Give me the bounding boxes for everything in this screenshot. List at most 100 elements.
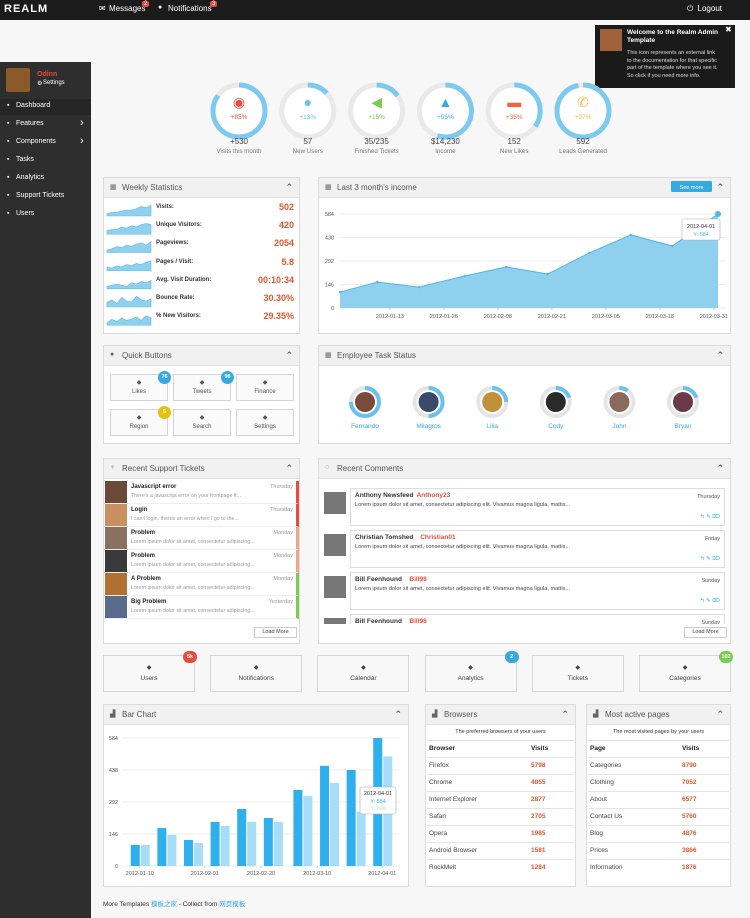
shortcut[interactable]: ◆ Users: [103, 655, 195, 692]
user-name: Odinn: [37, 71, 58, 78]
shortcut[interactable]: ◆ Categories: [639, 655, 731, 692]
popup-text: So click if you need more info.: [627, 72, 701, 79]
ring-track: [416, 82, 474, 140]
panel: ♀ Recent Support Tickets ⌃ Javascript error…: [103, 458, 300, 644]
table-cell: 2877: [531, 796, 546, 803]
panel-title: Browsers: [444, 710, 478, 719]
panel: ▦ Employee Task Status ⌃: [318, 345, 731, 444]
menu-item[interactable]: ▪ Support Tickets: [0, 189, 91, 205]
icon: ⌃: [285, 350, 293, 360]
stat-label: Bounce Rate:: [156, 295, 195, 301]
stat-value: +530: [230, 137, 249, 146]
icon: ◆: [199, 415, 205, 421]
panel-title: Last 3 month's income: [337, 183, 417, 192]
table-header: Page: [590, 745, 606, 752]
sidebar: [0, 62, 91, 918]
comment-user: Bill98: [409, 576, 427, 583]
settings-link[interactable]: Settings: [43, 80, 65, 86]
ticket[interactable]: Problem Monday Lorem ipsum dolor sit amet,…: [104, 550, 299, 573]
menu-item[interactable]: ▪ Tasks: [0, 153, 91, 169]
icon: ▪: [7, 138, 10, 145]
badge: 5: [158, 406, 171, 419]
table-cell: Categories: [590, 762, 622, 769]
quick-button[interactable]: ◆ Settings: [236, 409, 294, 436]
badge: 2: [142, 1, 150, 7]
table-row-line: [427, 774, 574, 775]
menu-label: Tasks: [16, 156, 34, 163]
ticket-day: Monday: [273, 553, 293, 559]
menu-item[interactable]: ▪ Users: [0, 207, 91, 223]
stat-label: Visits this month: [217, 148, 262, 155]
icon: ↰ ✎ ⌦: [699, 598, 720, 604]
comment-user: Christian01: [420, 534, 456, 541]
stat-percent: +97%: [575, 114, 592, 121]
icon: ›: [80, 117, 84, 129]
quick-button[interactable]: ◆ Search: [173, 409, 231, 436]
badge: 98: [221, 371, 234, 384]
popup-text: This icon represents an external link: [627, 50, 716, 56]
table-row-line: [588, 757, 729, 758]
icon: ▦: [110, 184, 117, 191]
stat-label: New Likes: [500, 148, 529, 155]
stat-icon: ✆: [577, 94, 589, 110]
footer-link[interactable]: 网页模板: [219, 901, 246, 908]
load-more-button[interactable]: Load More: [254, 627, 297, 638]
stat-label: Pageviews:: [156, 240, 189, 247]
quick-button-label: Region: [129, 424, 149, 430]
shortcut-label: Analytics: [457, 675, 484, 682]
load-more-button[interactable]: Load More: [684, 627, 727, 638]
comment-author: Christian Tomshed: [355, 534, 414, 541]
ticket-avatar: [105, 550, 127, 572]
table-row-line: [588, 842, 729, 843]
panel-title: Recent Comments: [337, 464, 404, 473]
ticket-text: Lorem ipsum dolor sit amet, consectetur …: [131, 585, 255, 591]
shortcut[interactable]: ◆ Analytics: [424, 655, 517, 692]
shortcut[interactable]: ◆ Notifications: [210, 655, 303, 692]
menu-item[interactable]: ▪ Features ›: [0, 117, 91, 133]
panel: ▟ Most active pages ⌃: [586, 704, 731, 887]
icon: ▪: [7, 120, 10, 127]
menu-item[interactable]: ▪ Dashboard: [0, 99, 91, 115]
ring-arc: [416, 82, 474, 140]
ticket[interactable]: Javascript error Thursday There's a javasc…: [104, 481, 299, 504]
logout-link[interactable]: Logout: [697, 4, 722, 13]
icon: ◆: [136, 415, 142, 421]
notifications-link[interactable]: Notifications: [168, 4, 212, 13]
icon: ◆: [136, 380, 142, 386]
ticket[interactable]: Big Problem Yesterday Lorem ipsum dolor si…: [104, 596, 299, 619]
ticket[interactable]: Problem Monday Lorem ipsum dolor sit amet,…: [104, 527, 299, 550]
menu-item[interactable]: ▪ Components ›: [0, 135, 91, 151]
ticket[interactable]: Login Thursday I can't login, theres an er…: [104, 504, 299, 527]
icon[interactable]: ✖: [725, 25, 732, 34]
shortcut[interactable]: ◆ Calendar: [317, 655, 410, 692]
badge: 76: [158, 371, 171, 384]
icon: ▪: [7, 210, 10, 217]
stat-value: 30.30%: [263, 293, 294, 303]
panel: ▦ Last 3 month's income ⌃: [318, 177, 731, 334]
messages-link[interactable]: Messages: [109, 4, 146, 13]
table-cell: 5760: [682, 813, 697, 820]
menu-item[interactable]: ▪ Analytics: [0, 171, 91, 187]
table-cell: 8790: [682, 762, 697, 769]
icon: ◌: [325, 464, 330, 471]
icon: ⌃: [716, 463, 724, 473]
ring-arc: [210, 82, 268, 140]
shortcut[interactable]: ◆ Tickets: [531, 655, 624, 692]
ticket[interactable]: A Problem Monday Lorem ipsum dolor sit ame…: [104, 573, 299, 596]
comment-user: Bill98: [409, 618, 427, 624]
table-cell: Safari: [429, 813, 446, 820]
table-cell: Android Browser: [429, 847, 478, 854]
table-subtitle: The most visited pages by your users: [612, 729, 705, 735]
comments-list: Anthony Newsfeed-Anthony23ThursdayLorem …: [319, 481, 730, 624]
icon: ◆: [468, 665, 473, 671]
footer-link[interactable]: 模板之家: [150, 901, 177, 908]
icon: ◆: [262, 380, 268, 386]
quick-button[interactable]: ◆ Finance: [236, 374, 294, 401]
table-cell: 6577: [682, 796, 697, 803]
ticket-title: Login: [131, 507, 148, 513]
stat-value: 29.35%: [263, 311, 294, 322]
table-row-line: [427, 808, 574, 809]
panel-header: [319, 178, 730, 198]
ticket-day: Monday: [273, 576, 293, 582]
